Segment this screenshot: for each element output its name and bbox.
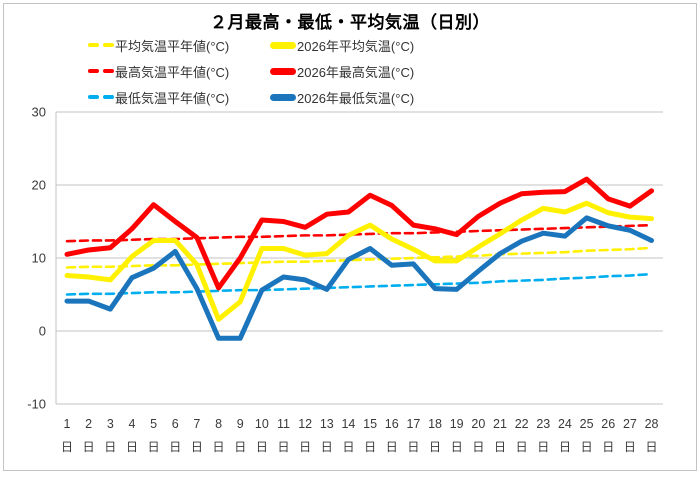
x-axis-tick-label: 27 — [623, 417, 637, 431]
x-axis-tick-suffix: 日 — [104, 440, 116, 454]
solid-segment — [270, 41, 296, 49]
legend-item-low-2026: 2026年最低気温(°C) — [270, 84, 414, 110]
x-axis-tick-suffix: 日 — [516, 440, 528, 454]
x-axis-tick-label: 5 — [150, 417, 157, 431]
x-axis-tick-label: 18 — [428, 417, 442, 431]
chart-area: 30 20 10 0 -10 1 日 2 日 3 日 4 日 5 日 6 日 7 日 8 日 9 日 10 日 11 日 12 日 13 日… — [0, 105, 700, 474]
x-axis-tick-label: 17 — [406, 417, 420, 431]
x-axis-tick-label: 8 — [215, 417, 222, 431]
x-axis-tick-label: 16 — [385, 417, 399, 431]
x-axis-tick-label: 22 — [515, 417, 529, 431]
x-axis-tick-suffix: 日 — [299, 440, 311, 454]
x-axis-tick-suffix: 日 — [234, 440, 246, 454]
x-axis-tick-label: 14 — [341, 417, 355, 431]
x-axis-tick-label: 7 — [193, 417, 200, 431]
dashed-line-swatch-icon — [88, 43, 114, 47]
x-axis-tick-suffix: 日 — [559, 440, 571, 454]
y-axis-tick-label: 30 — [32, 106, 46, 120]
x-axis-tick-label: 28 — [645, 417, 659, 431]
y-axis-tick-label: 10 — [32, 251, 46, 266]
x-axis-tick-suffix: 日 — [364, 440, 376, 454]
x-axis-tick-suffix: 日 — [386, 440, 398, 454]
x-axis-tick-suffix: 日 — [407, 440, 419, 454]
y-axis-tick-label: 20 — [32, 178, 46, 193]
x-axis-tick-label: 3 — [107, 417, 114, 431]
series-line-avg-2026 — [64, 200, 655, 322]
x-axis-tick-label: 12 — [298, 417, 312, 431]
x-axis-tick-suffix: 日 — [83, 440, 95, 454]
x-axis-tick-label: 23 — [536, 417, 550, 431]
temperature-line-chart: 3020100-101日2日3日4日5日6日7日8日9日10日11日12日13日… — [27, 105, 663, 454]
x-axis-tick-suffix: 日 — [602, 440, 614, 454]
x-axis-tick-label: 1 — [64, 417, 71, 431]
x-axis-tick-label: 11 — [277, 417, 290, 431]
series-line-low-normal — [65, 272, 653, 296]
x-axis-tick-suffix: 日 — [256, 440, 268, 454]
x-axis-tick-label: 19 — [450, 417, 464, 431]
dash-segment — [88, 95, 99, 99]
solid-line-swatch-icon — [270, 67, 296, 75]
legend-item-low-normal: 最低気温平年値(°C) — [88, 84, 270, 110]
x-axis-tick-label: 15 — [363, 417, 377, 431]
x-axis-tick-suffix: 日 — [321, 440, 333, 454]
x-axis-tick-suffix: 日 — [191, 440, 203, 454]
x-axis-tick-label: 10 — [255, 417, 269, 431]
dash-segment — [103, 43, 114, 47]
dashed-line-swatch-icon — [88, 69, 114, 73]
x-axis-tick-suffix: 日 — [472, 440, 484, 454]
x-axis-tick-suffix: 日 — [277, 440, 289, 454]
legend-label: 2026年最低気温(°C) — [297, 90, 415, 106]
x-axis-tick-suffix: 日 — [494, 440, 506, 454]
legend-label: 最高気温平年値(°C) — [115, 64, 230, 80]
x-axis-tick-label: 4 — [128, 417, 135, 431]
x-axis-tick-label: 25 — [580, 417, 594, 431]
y-axis-tick-label: -10 — [27, 397, 46, 412]
x-axis-tick-label: 24 — [558, 417, 572, 431]
x-axis-tick-label: 26 — [601, 417, 615, 431]
solid-segment — [270, 93, 296, 101]
legend-label: 平均気温平年値(°C) — [115, 38, 230, 54]
x-axis-tick-label: 9 — [237, 417, 244, 431]
series-line-low-2026 — [64, 215, 655, 341]
solid-segment — [270, 67, 296, 75]
chart-title: ２月最高・最低・平均気温（日別） — [210, 13, 490, 32]
dashed-line-swatch-icon — [88, 95, 114, 99]
series-line-avg-normal — [65, 246, 653, 269]
legend-item-high-2026: 2026年最高気温(°C) — [270, 58, 414, 84]
x-axis-tick-suffix: 日 — [537, 440, 549, 454]
dash-segment — [103, 69, 114, 73]
legend-label: 最低気温平年値(°C) — [115, 90, 230, 106]
x-axis-tick-suffix: 日 — [451, 440, 463, 454]
x-axis-tick-suffix: 日 — [646, 440, 658, 454]
x-axis-tick-suffix: 日 — [342, 440, 354, 454]
x-axis-tick-suffix: 日 — [126, 440, 138, 454]
legend-item-high-normal: 最高気温平年値(°C) — [88, 58, 270, 84]
solid-line-swatch-icon — [270, 41, 296, 49]
x-axis-tick-label: 13 — [320, 417, 334, 431]
x-axis-tick-label: 21 — [493, 417, 507, 431]
solid-line-swatch-icon — [270, 93, 296, 101]
x-axis-tick-label: 20 — [471, 417, 485, 431]
x-axis-tick-suffix: 日 — [429, 440, 441, 454]
legend-label: 2026年最高気温(°C) — [297, 64, 415, 80]
dash-segment — [88, 69, 99, 73]
x-axis-tick-suffix: 日 — [213, 440, 225, 454]
x-axis-tick-suffix: 日 — [624, 440, 636, 454]
legend: 平均気温平年値(°C) 2026年平均気温(°C) 最高気温平年値(°C) 20… — [88, 32, 414, 110]
y-axis-tick-label: 0 — [39, 324, 46, 339]
legend-item-avg-normal: 平均気温平年値(°C) — [88, 32, 270, 58]
x-axis-tick-suffix: 日 — [169, 440, 181, 454]
x-axis-tick-suffix: 日 — [61, 440, 73, 454]
x-axis-tick-label: 2 — [85, 417, 92, 431]
x-axis-tick-suffix: 日 — [581, 440, 593, 454]
dash-segment — [103, 95, 114, 99]
x-axis-tick-label: 6 — [172, 417, 179, 431]
dash-segment — [88, 43, 99, 47]
legend-item-avg-2026: 2026年平均気温(°C) — [270, 32, 414, 58]
series-line-high-2026 — [64, 176, 655, 291]
x-axis-tick-suffix: 日 — [148, 440, 160, 454]
legend-label: 2026年平均気温(°C) — [297, 38, 415, 54]
